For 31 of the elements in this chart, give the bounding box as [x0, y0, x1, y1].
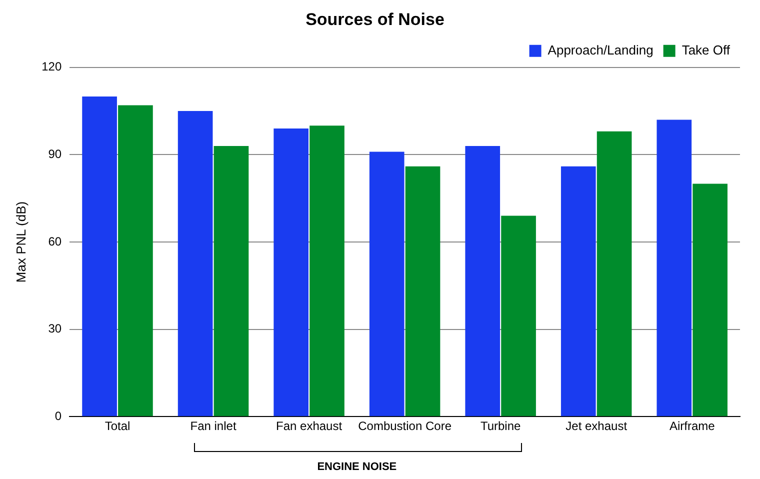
bar	[692, 184, 728, 416]
x-tick-label: Jet exhaust	[566, 419, 628, 434]
bar	[214, 146, 249, 416]
x-tick-label: Fan exhaust	[276, 419, 343, 434]
x-tick-label: Turbine	[480, 419, 522, 434]
y-tick-label: 0	[54, 408, 62, 423]
bar	[465, 146, 500, 416]
y-tick-label: 60	[48, 234, 62, 248]
bar	[596, 131, 632, 416]
x-tick-label: Airframe	[669, 419, 716, 434]
x-tick-label: Fan inlet	[190, 419, 237, 434]
bar	[501, 216, 536, 416]
x-tick-label: Combustion Core	[358, 419, 452, 434]
bar	[656, 120, 692, 416]
bar	[274, 128, 309, 416]
legend-label: Approach/Landing	[548, 42, 654, 58]
y-tick-label: 90	[48, 147, 62, 162]
bar	[178, 111, 213, 416]
text: ENGINE NOISE	[317, 460, 397, 473]
y-tick-label: 30	[48, 322, 62, 336]
bar	[118, 105, 153, 416]
x-tick-label: Total	[104, 419, 130, 434]
y-tick-label: 120	[42, 60, 62, 74]
bar	[405, 166, 440, 416]
bar	[369, 152, 404, 416]
legend-label: Take Off	[682, 42, 730, 58]
y-axis-title: Max PNL (dB)	[13, 201, 28, 283]
bar	[560, 166, 596, 416]
bar	[82, 96, 117, 416]
chart-title: Sources of Noise	[306, 10, 444, 29]
bar	[310, 126, 344, 416]
